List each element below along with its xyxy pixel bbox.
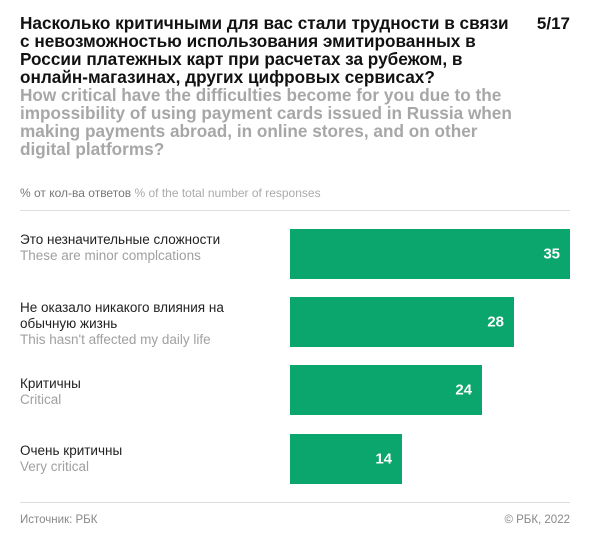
bar-value-label: 24 <box>455 381 472 399</box>
category-label: Не оказало никакого влияния на обычную ж… <box>20 300 282 348</box>
page-number: 5/17 <box>536 14 570 33</box>
units-caption: % от кол-ва ответов % of the total numbe… <box>20 186 321 200</box>
bar-track: 24 <box>290 365 482 415</box>
category-label-en: These are minor complcations <box>20 248 201 263</box>
bar-track: 35 <box>290 229 570 279</box>
bar-value-label: 14 <box>375 450 392 468</box>
units-ru: % от кол-ва ответов <box>20 186 132 200</box>
bar-value-label: 35 <box>543 245 560 263</box>
bar: 28 <box>290 297 514 347</box>
copyright-note: © РБК, 2022 <box>504 514 570 526</box>
chart-title-en: How critical have the difficulties becom… <box>20 85 512 159</box>
bar-track: 28 <box>290 297 514 347</box>
bar: 35 <box>290 229 570 279</box>
category-label-ru: Это незначительные сложности <box>20 232 221 247</box>
category-label: Это незначительные сложности These are m… <box>20 232 282 264</box>
source-note: Источник: РБК <box>20 514 98 526</box>
bar-track: 14 <box>290 434 402 484</box>
category-label-ru: Критичны <box>20 376 81 391</box>
category-label-en: Critical <box>20 392 62 407</box>
chart-header: Насколько критичными для вас стали трудн… <box>20 14 520 158</box>
category-label-en: This hasn't affected my daily life <box>20 332 211 347</box>
top-divider <box>20 210 570 211</box>
bar-value-label: 28 <box>487 313 504 331</box>
bar: 24 <box>290 365 482 415</box>
category-label-ru: Очень критичны <box>20 443 123 458</box>
units-en: % of the total number of responses <box>134 186 321 200</box>
category-label: Критичны Critical <box>20 376 282 408</box>
category-label-en: Very critical <box>20 459 90 474</box>
category-label: Очень критичны Very critical <box>20 443 282 475</box>
chart-title-ru: Насколько критичными для вас стали трудн… <box>20 13 509 87</box>
category-label-ru: Не оказало никакого влияния на обычную ж… <box>20 300 224 331</box>
bottom-divider <box>20 502 570 503</box>
bar: 14 <box>290 434 402 484</box>
